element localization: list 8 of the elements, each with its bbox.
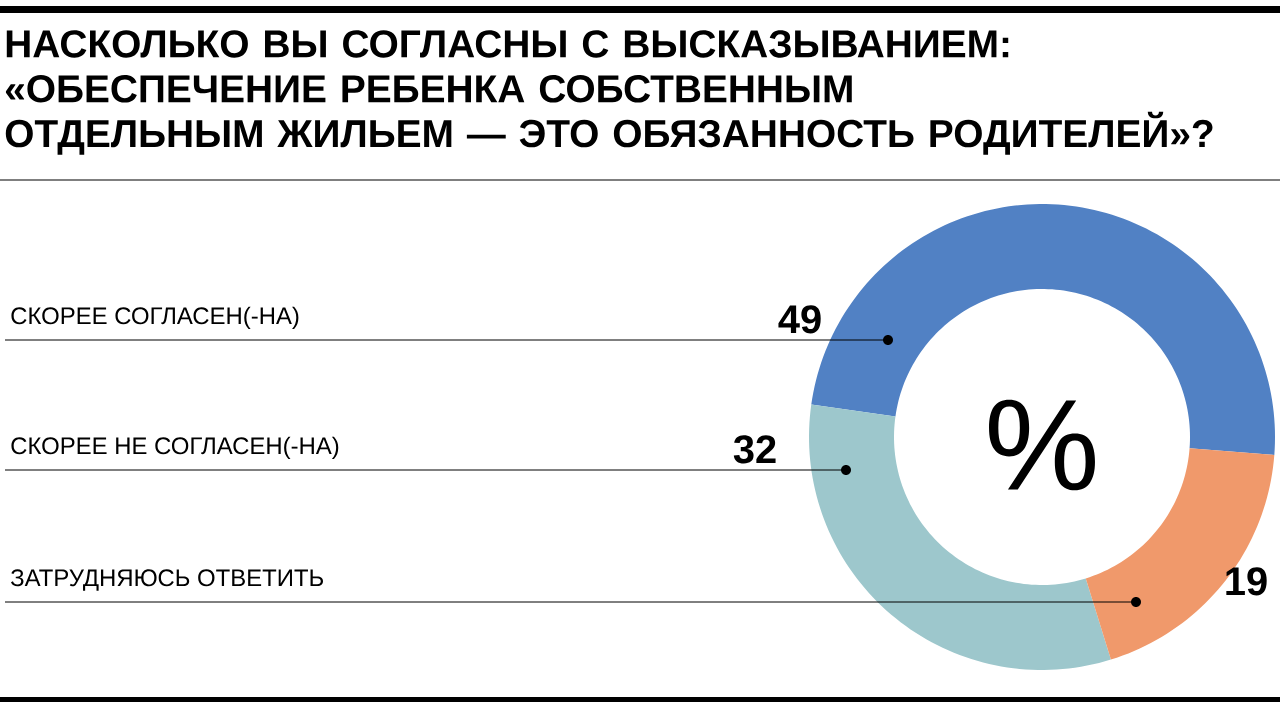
text: % — [989, 399, 1095, 491]
slice-label: СКОРЕЕ СОГЛАСЕН(-НА) — [11, 306, 299, 329]
data-label: 32 — [733, 435, 776, 464]
data-label: 19 — [1226, 567, 1267, 596]
data-label: 49 — [778, 305, 821, 334]
slice-label: СКОРЕЕ НЕ СОГЛАСЕН(-НА) — [11, 436, 339, 459]
chart-title: НАСКОЛЬКО ВЫ СОГЛАСНЫ С ВЫСКАЗЫВАНИЕМ: «ОБЕСПЕЧЕНИЕ РЕБЕНКА СОБСТВЕННЫМ ОТДЕЛЬНЫМ ЖИЛЬЕМ — ЭТО ОБЯЗАННОСТЬ РОДИТЕЛЕЙ»? — [5, 30, 1213, 155]
slice-label: ЗАТРУДНЯЮСЬ ОТВЕТИТЬ — [10, 569, 323, 591]
